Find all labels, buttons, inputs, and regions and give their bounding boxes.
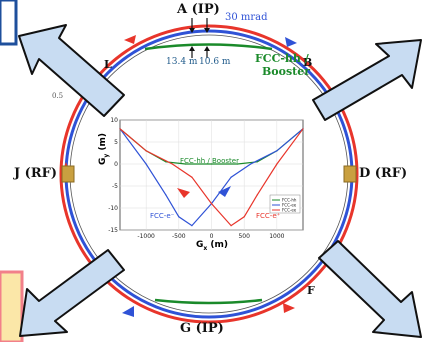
inset-series-fcc-ee-positron-point bbox=[230, 225, 232, 227]
inset-booster-curve-label: FCC-hh / Booster bbox=[180, 157, 239, 165]
overlay-arrows bbox=[18, 24, 422, 338]
inset-series-fcc-hh-point bbox=[237, 163, 239, 165]
label-point-d: D (RF) bbox=[359, 166, 408, 181]
overlay-arrow-top-right bbox=[312, 39, 422, 121]
inset-xlabel: Gx (m) bbox=[196, 240, 228, 252]
inset-series-fcc-ee-electron-point bbox=[230, 176, 232, 178]
inset-series bbox=[119, 128, 304, 227]
inset-ylabel-main: G bbox=[98, 157, 108, 165]
inset-series-fcc-ee-positron-point bbox=[119, 128, 121, 130]
label-offset-left: 13.4 m bbox=[166, 57, 198, 67]
label-point-g: G (IP) bbox=[180, 321, 224, 336]
inset-y-tick-label: -10 bbox=[108, 205, 118, 212]
arrow-top-left-red bbox=[124, 35, 136, 44]
inset-series-fcc-ee-positron-point bbox=[243, 216, 245, 218]
inset-series-fcc-ee-electron-point bbox=[276, 150, 278, 152]
inset-ylabel-sub: y bbox=[102, 153, 110, 158]
label-point-a: A (IP) bbox=[177, 2, 220, 17]
label-point-l: L bbox=[104, 58, 112, 71]
inset-y-tick-label: -15 bbox=[108, 227, 118, 234]
inset-series-fcc-ee-positron-point bbox=[302, 128, 304, 130]
inset-series-fcc-ee-positron-point bbox=[171, 163, 173, 165]
booster-arc-bottom bbox=[154, 298, 263, 305]
inset-ee-left-label: FCC-e⁻ bbox=[150, 212, 175, 220]
inset-legend-label: FCC-ee bbox=[282, 208, 297, 213]
booster-arc-top bbox=[144, 43, 273, 51]
inset-x-tick-label: 1000 bbox=[269, 233, 284, 240]
label-point-j: J (RF) bbox=[14, 166, 58, 181]
inset-x-tick-label: -1000 bbox=[137, 233, 155, 240]
arrow-bottom-left-blue bbox=[122, 306, 134, 317]
inset-ee-right-label: FCC-e⁺ bbox=[256, 212, 281, 220]
inset-series-fcc-ee-electron-point bbox=[191, 225, 193, 227]
inset-series-fcc-ee-positron-point bbox=[256, 194, 258, 196]
label-offset-right: 10.6 m bbox=[199, 57, 231, 67]
inset-x-tick-label: 500 bbox=[238, 233, 250, 240]
inset-series-fcc-ee-electron bbox=[119, 128, 304, 227]
label-booster-line2: Booster bbox=[262, 65, 311, 78]
inset-series-fcc-ee-positron-point bbox=[210, 203, 213, 205]
rf-cavity-left bbox=[61, 165, 75, 183]
inset-arrow-blue bbox=[218, 186, 231, 197]
inset-ylabel: Gy (m) bbox=[98, 133, 110, 165]
inset-xlabel-sub: x bbox=[203, 244, 208, 252]
inset-series-fcc-ee-electron-point bbox=[178, 216, 180, 218]
inset-series-fcc-ee-electron-point bbox=[145, 163, 147, 165]
inset-series-fcc-ee-positron-point bbox=[145, 150, 147, 152]
inset-arrow-red bbox=[177, 188, 190, 198]
inset-series-fcc-hh-point bbox=[184, 163, 186, 165]
inset-y-tick-label: 0 bbox=[114, 161, 118, 168]
inset-y-tick-label: 10 bbox=[110, 117, 118, 124]
arrow-bottom-right-red bbox=[283, 303, 295, 313]
label-crossing-angle: 30 mrad bbox=[225, 12, 268, 23]
inset-series-fcc-ee-positron-point bbox=[276, 163, 278, 165]
inset-series-fcc-ee-electron-point bbox=[250, 163, 252, 165]
ip-offset-markers bbox=[189, 18, 210, 58]
label-point-b: B bbox=[303, 56, 313, 69]
inset-xlabel-unit: (m) bbox=[207, 240, 229, 250]
inset-x-tick-label: -500 bbox=[172, 233, 186, 240]
inset-y-tick-label: 5 bbox=[114, 139, 118, 146]
positron-ring bbox=[59, 24, 359, 324]
inset-series-fcc-ee-electron-point bbox=[165, 194, 167, 196]
inset-ticks: -1000 -500 0 500 1000 10 5 0 -5 -10 -15 bbox=[108, 117, 284, 240]
inset-legend-label: FCC-ee bbox=[282, 203, 297, 208]
ip-arrowhead-down-left bbox=[189, 28, 195, 33]
inset-series-fcc-ee-positron-point bbox=[191, 176, 193, 178]
inset-y-tick-label: -5 bbox=[112, 183, 118, 190]
label-point-f: F bbox=[307, 284, 315, 297]
inset-series-fcc-hh-point bbox=[210, 163, 213, 165]
arrow-top-right-blue bbox=[285, 37, 297, 47]
overlay-arrow-top-left bbox=[18, 24, 125, 117]
inset-xlabel-main: G bbox=[196, 240, 204, 250]
inset-series-fcc-hh-point bbox=[256, 161, 258, 163]
label-booster-line1: FCC-hh / bbox=[255, 52, 309, 65]
ip-arrowhead-down-right bbox=[204, 28, 210, 33]
ip-arrowhead-up-left bbox=[189, 46, 195, 51]
bottom-left-red-box bbox=[0, 270, 24, 342]
overlay-arrow-bottom-right bbox=[318, 240, 422, 338]
rf-cavity-right bbox=[343, 165, 357, 183]
inset-series-fcc-ee-positron bbox=[119, 128, 304, 227]
ip-arrowhead-up-right bbox=[204, 46, 210, 51]
inset-legend-label: FCC-hh bbox=[282, 198, 297, 203]
inset-ylabel-unit: (m) bbox=[98, 132, 108, 154]
overlay-arrow-bottom-left bbox=[19, 249, 125, 337]
inset-x-tick-label: 0 bbox=[210, 233, 214, 240]
top-left-blue-box bbox=[0, 0, 18, 46]
label-small-left: 0.5 bbox=[52, 92, 64, 100]
